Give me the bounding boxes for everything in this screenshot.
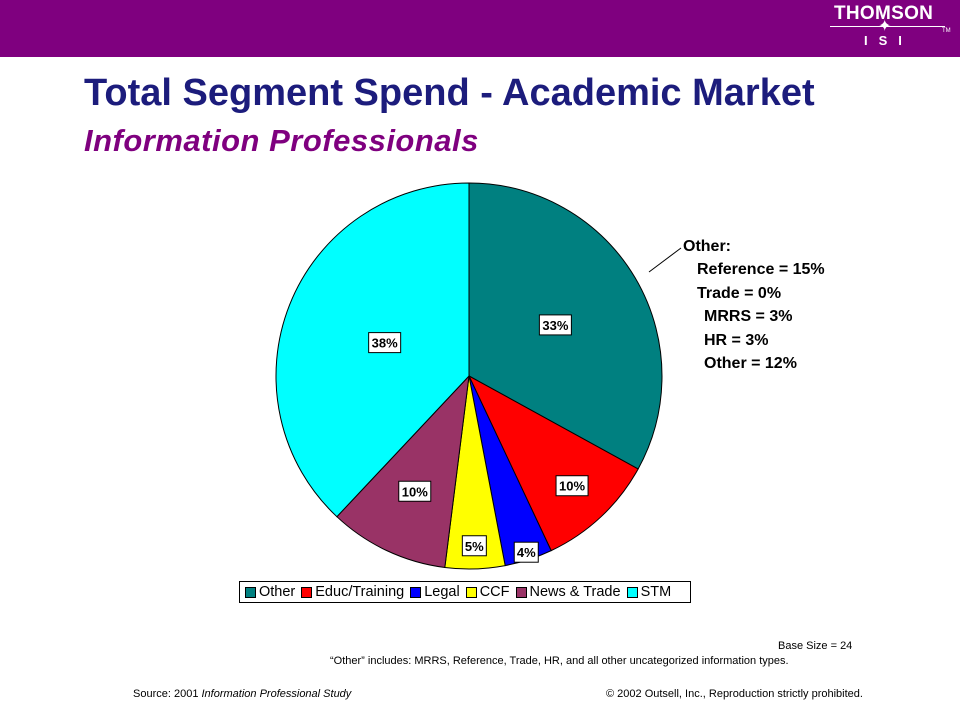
logo-rule <box>830 26 945 27</box>
logo-wordmark: THOMSON <box>834 3 934 24</box>
header-bar: THOMSON ✦ ISI TM <box>0 0 960 57</box>
breakdown-item: MRRS = 3% <box>704 308 793 326</box>
legend-label: CCF <box>479 584 510 600</box>
data-label-text: 10% <box>559 479 585 494</box>
legend-swatch <box>245 586 256 598</box>
pie-slice <box>336 374 470 569</box>
base-size-note: Base Size = 24 <box>778 640 853 652</box>
other-breakdown: Other: Reference = 15% Trade = 0% MRRS =… <box>683 238 825 378</box>
legend-item: STM <box>626 584 672 600</box>
data-label: 5% <box>461 535 487 557</box>
thomson-isi-logo: THOMSON ✦ ISI TM <box>810 0 960 57</box>
page-title: Total Segment Spend - Academic Market <box>84 72 815 114</box>
logo-trademark: TM <box>942 28 951 34</box>
chart-legend: Other Educ/Training Legal CCF News & Trade ST… <box>239 581 691 603</box>
data-label-text: 4% <box>517 545 536 560</box>
data-label-text: 33% <box>542 318 568 333</box>
legend-label: Educ/Training <box>315 584 405 600</box>
legend-swatch <box>410 586 422 598</box>
breakdown-item: HR = 3% <box>704 331 769 349</box>
breakdown-heading: Other: <box>683 238 731 255</box>
page-subtitle: Information Professionals <box>84 123 479 158</box>
data-label-text: 38% <box>372 336 398 351</box>
legend-label: Legal <box>424 584 460 600</box>
source-prefix: Source: 2001 <box>133 688 202 700</box>
logo-isi-text: ISI <box>864 33 913 48</box>
callout-leader-line <box>648 247 682 273</box>
legend-item: CCF <box>465 584 510 600</box>
breakdown-item: Other = 12% <box>704 354 797 372</box>
copyright-note: © 2002 Outsell, Inc., Reproduction stric… <box>606 688 863 700</box>
other-definition-note: “Other” includes: MRRS, Reference, Trade… <box>330 655 789 667</box>
data-label-text: 10% <box>402 484 428 499</box>
data-label: 33% <box>538 314 572 336</box>
data-label-text: 5% <box>465 539 484 554</box>
data-label: 10% <box>555 475 589 497</box>
legend-item: Legal <box>410 584 460 600</box>
data-label: 38% <box>368 332 402 354</box>
legend-item: Other <box>245 584 295 600</box>
breakdown-item: Reference = 15% <box>697 261 825 279</box>
star-icon: ✦ <box>878 18 892 35</box>
pie-slice <box>467 374 639 552</box>
source-study-title: Information Professional Study <box>201 688 352 700</box>
legend-item: Educ/Training <box>301 584 404 600</box>
legend-label: News & Trade <box>529 584 621 600</box>
legend-swatch <box>465 586 477 598</box>
legend-label: Other <box>259 584 296 600</box>
legend-swatch <box>301 586 313 598</box>
breakdown-item: Trade = 0% <box>697 284 782 302</box>
legend-swatch <box>626 586 638 598</box>
data-label: 10% <box>398 480 432 502</box>
data-label: 4% <box>513 541 539 563</box>
legend-swatch <box>515 586 527 598</box>
legend-item: News & Trade <box>515 584 621 600</box>
source-note: Source: 2001 Information Professional St… <box>133 688 351 700</box>
legend-label: STM <box>640 584 672 600</box>
